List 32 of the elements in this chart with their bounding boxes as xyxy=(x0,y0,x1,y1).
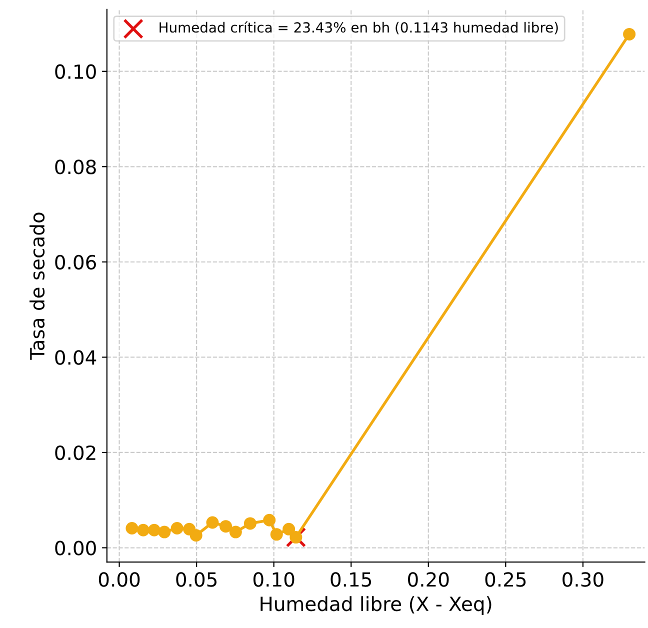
y-tick-label: 0.08 xyxy=(55,160,96,174)
point xyxy=(206,516,219,529)
y-tick-label: 0.06 xyxy=(55,254,96,270)
point xyxy=(158,526,171,538)
x-axis-title: Humedad libre (X - Xeq) xyxy=(260,596,492,615)
x-tick-label: 0.00 xyxy=(98,572,140,587)
point xyxy=(270,528,283,541)
x-tick-label: 0.05 xyxy=(176,572,217,587)
point xyxy=(290,531,302,544)
point xyxy=(148,524,160,536)
legend-label: Humedad crítica = 23.43% en bh (0.1143 humedad libre) xyxy=(160,21,558,34)
point xyxy=(190,529,202,542)
point xyxy=(229,526,242,538)
point xyxy=(170,522,184,534)
y-tick-label: 0.04 xyxy=(55,350,96,365)
y-tick-label: 0.10 xyxy=(55,64,96,80)
x-tick-label: 0.15 xyxy=(330,572,372,587)
x-tick-label: 0.10 xyxy=(253,572,294,587)
y-tick-label: 0.02 xyxy=(55,445,96,460)
x-tick-label: 0.30 xyxy=(562,572,604,587)
point xyxy=(282,522,296,536)
y-axis-title: Tasa de secado xyxy=(30,212,45,360)
x-tick-label: 0.25 xyxy=(485,572,526,587)
point xyxy=(136,524,150,536)
y-tick-label: 0.00 xyxy=(55,540,96,556)
x-tick-label: 0.20 xyxy=(408,572,449,587)
point xyxy=(623,28,636,40)
point xyxy=(286,527,306,548)
point xyxy=(126,522,138,534)
point xyxy=(244,517,256,530)
point xyxy=(220,520,232,533)
point xyxy=(263,514,276,526)
